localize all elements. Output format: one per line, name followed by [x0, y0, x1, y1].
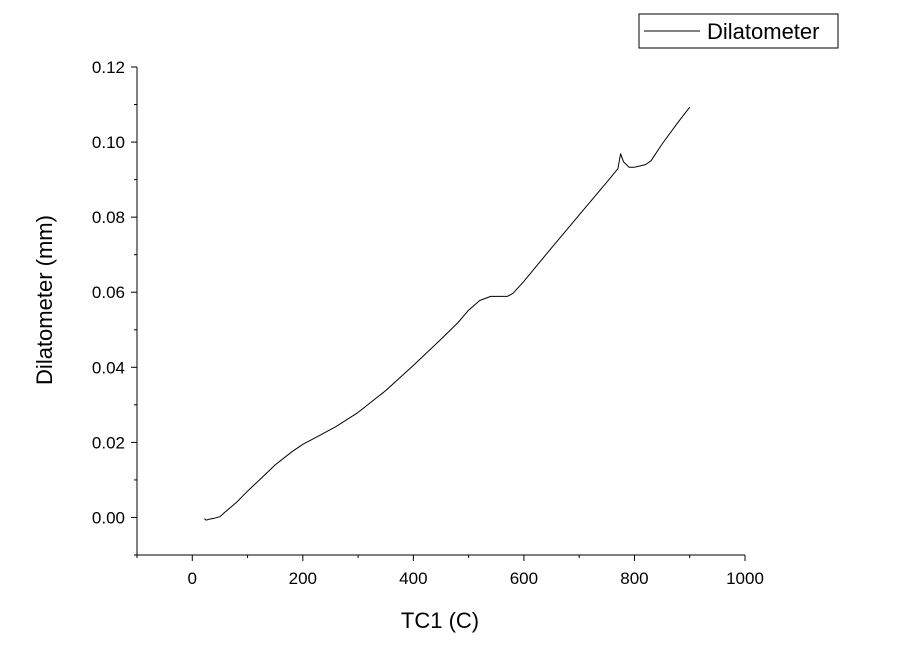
- y-axis-title: Dilatometer (mm): [32, 215, 57, 385]
- legend-label: Dilatometer: [707, 19, 819, 44]
- y-tick-label: 0.04: [92, 358, 125, 377]
- x-tick-label: 200: [289, 569, 317, 588]
- x-axis-title: TC1 (C): [401, 608, 479, 633]
- y-axis: 0.00 0.02 0.04 0.06 0.08 0.10 0.12: [92, 58, 138, 556]
- series-line-dilatometer: [204, 106, 691, 521]
- x-tick-label: 1000: [726, 569, 764, 588]
- y-tick-label: 0.06: [92, 283, 125, 302]
- x-tick-label: 800: [620, 569, 648, 588]
- y-tick-label: 0.08: [92, 208, 125, 227]
- legend: Dilatometer: [638, 13, 839, 49]
- x-axis: 0 200 400 600 800 1000: [136, 554, 764, 588]
- x-tick-label: 0: [188, 569, 197, 588]
- x-tick-label: 400: [399, 569, 427, 588]
- y-tick-label: 0.12: [92, 58, 125, 77]
- y-tick-label: 0.00: [92, 508, 125, 527]
- plot-area: [204, 106, 691, 521]
- y-tick-label: 0.10: [92, 133, 125, 152]
- y-tick-label: 0.02: [92, 433, 125, 452]
- x-tick-label: 600: [510, 569, 538, 588]
